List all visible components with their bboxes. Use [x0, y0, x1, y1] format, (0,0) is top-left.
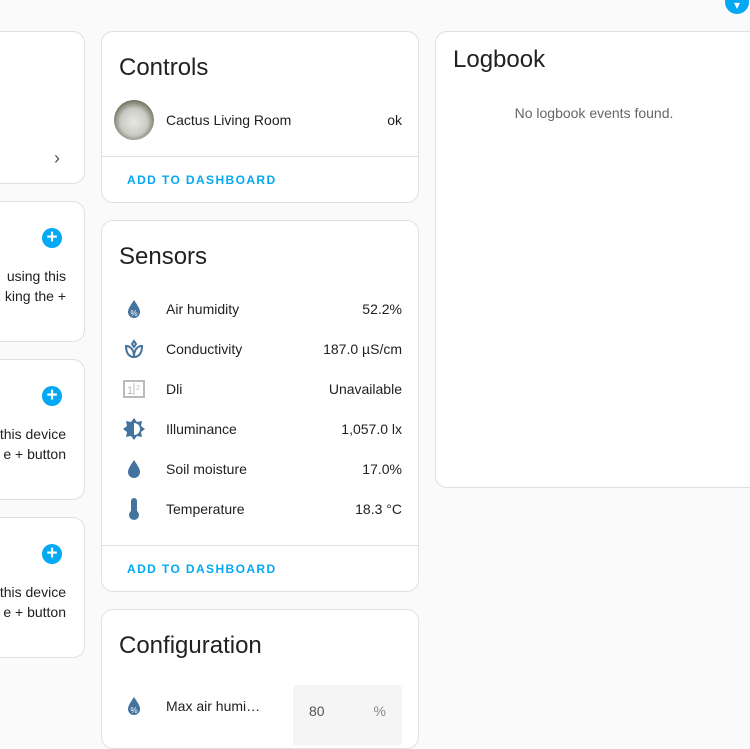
config-name: Max air humi… [166, 698, 261, 714]
device-info-card: › [0, 31, 85, 184]
plant-avatar [114, 100, 154, 140]
automations-card: + using this king the + [0, 201, 85, 342]
sensor-name: Dli [166, 381, 183, 397]
sensor-value: 17.0% [362, 461, 402, 477]
card-title: Sensors [119, 243, 208, 270]
svg-text:%: % [130, 706, 137, 715]
card-text: this device [0, 426, 66, 442]
controls-card: Controls Cactus Living Room ok ADD TO DA… [101, 31, 419, 203]
add-icon[interactable]: + [42, 228, 62, 248]
sensor-row[interactable]: Conductivity 187.0 µS/cm [102, 329, 418, 369]
entity-state: ok [387, 112, 402, 128]
card-text: this device [0, 584, 66, 600]
water-percent-icon: % [102, 299, 166, 319]
svg-text:2: 2 [136, 385, 140, 392]
sensor-row[interactable]: Soil moisture 17.0% [102, 449, 418, 489]
add-icon[interactable]: + [42, 386, 62, 406]
sensors-card: Sensors % Air humidity 52.2% Conductivity 18… [101, 220, 419, 592]
card-text: using this [6, 268, 66, 284]
scripts-card: + this device e + button [0, 517, 85, 658]
sensor-row[interactable]: Temperature 18.3 °C [102, 489, 418, 529]
sensor-value: 18.3 °C [355, 501, 402, 517]
sensor-value: 52.2% [362, 301, 402, 317]
sensor-name: Conductivity [166, 341, 243, 357]
entity-name: Cactus Living Room [166, 112, 292, 128]
sensor-value: 1,057.0 lx [341, 421, 402, 437]
add-to-dashboard-button[interactable]: ADD TO DASHBOARD [127, 562, 277, 576]
sprout-icon [102, 339, 166, 359]
logbook-card: Logbook No logbook events found. [435, 31, 750, 488]
svg-text:%: % [130, 309, 137, 318]
input-unit: % [373, 703, 386, 719]
config-row: % Max air humi… 80 % [102, 685, 418, 745]
sensor-name: Soil moisture [166, 461, 247, 477]
sensor-value: Unavailable [328, 381, 402, 397]
add-icon[interactable]: + [42, 544, 62, 564]
brightness-icon [102, 417, 166, 441]
card-text: e + button [3, 446, 66, 462]
card-title: Logbook [453, 46, 546, 73]
scenes-card: + this device e + button [0, 359, 85, 500]
sensor-name: Air humidity [166, 301, 240, 317]
sensor-row[interactable]: 1 2 Dli Unavailable [102, 369, 418, 409]
sensor-value: 187.0 µS/cm [323, 341, 402, 357]
card-text: e + button [3, 604, 66, 620]
card-title: Configuration [119, 632, 262, 659]
sensor-row[interactable]: % Air humidity 52.2% [102, 289, 418, 329]
thermometer-icon [102, 497, 166, 521]
svg-text:1: 1 [127, 385, 133, 397]
chevron-right-icon[interactable]: › [54, 148, 60, 168]
water-icon [102, 459, 166, 479]
add-to-dashboard-button[interactable]: ADD TO DASHBOARD [127, 173, 277, 187]
entity-row[interactable]: Cactus Living Room ok [102, 100, 418, 140]
configuration-card: Configuration % Max air humi… 80 % [101, 609, 419, 749]
card-text: king the + [4, 288, 66, 304]
logbook-empty-message: No logbook events found. [514, 105, 674, 121]
card-title: Controls [119, 54, 209, 81]
water-percent-icon: % [102, 696, 166, 716]
sensor-name: Temperature [166, 501, 245, 517]
sensor-row[interactable]: Illuminance 1,057.0 lx [102, 409, 418, 449]
max-air-humidity-input[interactable]: 80 % [293, 685, 402, 745]
top-right-action-icon[interactable]: ▾ [725, 0, 749, 14]
sensor-name: Illuminance [166, 421, 237, 437]
input-value: 80 [309, 703, 325, 719]
